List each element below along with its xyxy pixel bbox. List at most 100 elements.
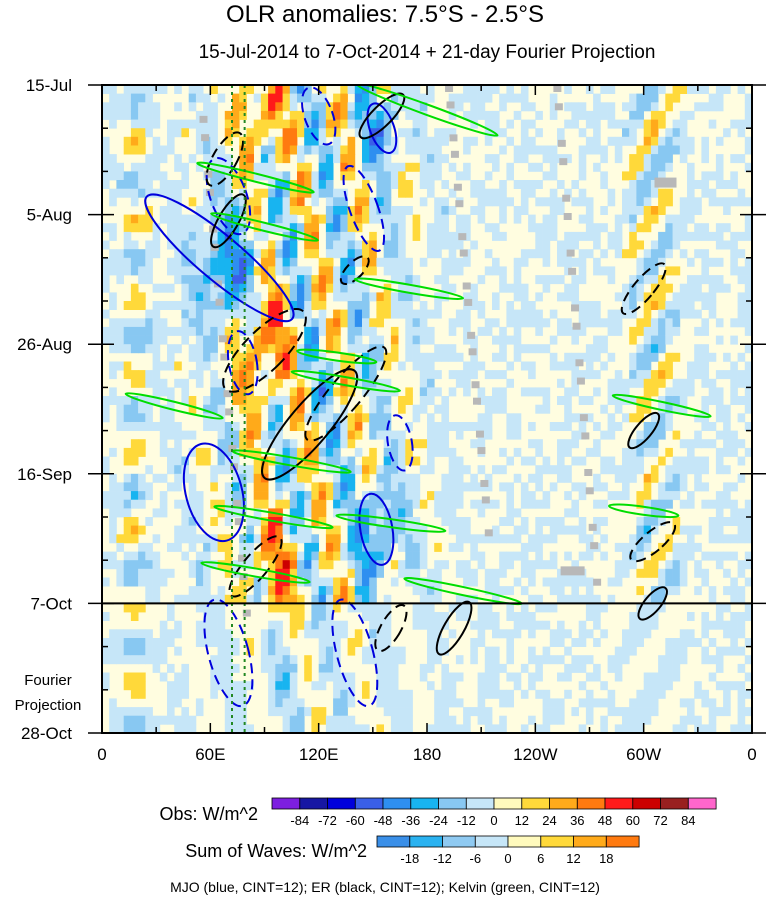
field-cell	[405, 724, 413, 733]
field-cell	[390, 344, 399, 354]
field-cell	[434, 508, 442, 518]
field-cell	[354, 335, 363, 345]
field-cell	[246, 292, 254, 302]
field-cell	[167, 266, 175, 276]
field-cell	[152, 231, 161, 241]
field-cell	[506, 309, 514, 319]
field-cell	[614, 724, 623, 733]
field-cell	[318, 283, 327, 293]
field-cell	[130, 283, 139, 293]
field-cell	[282, 707, 291, 717]
field-cell	[376, 525, 384, 535]
field-cell	[311, 335, 319, 345]
field-cell	[123, 257, 132, 267]
field-cell	[535, 223, 543, 233]
missing-data-cell	[571, 304, 580, 312]
field-cell	[578, 231, 587, 241]
field-cell	[362, 465, 370, 475]
field-cell	[636, 551, 644, 561]
field-cell	[347, 335, 356, 345]
field-cell	[123, 249, 132, 259]
field-cell	[253, 465, 262, 475]
field-cell	[325, 162, 334, 172]
field-cell	[629, 352, 637, 362]
field-cell	[217, 456, 226, 466]
field-cell	[744, 638, 752, 647]
field-cell	[318, 214, 327, 224]
field-cell	[484, 586, 493, 596]
field-cell	[622, 724, 630, 733]
missing-data-cell	[446, 101, 455, 109]
field-cell	[593, 309, 601, 319]
field-cell	[282, 499, 291, 509]
field-cell	[730, 378, 738, 388]
field-cell	[304, 542, 312, 552]
field-cell	[275, 301, 283, 310]
field-cell	[297, 231, 305, 241]
colorbar-swatch	[327, 797, 356, 810]
field-cell	[470, 422, 478, 431]
missing-data-cell	[225, 408, 234, 416]
field-cell	[441, 197, 449, 207]
field-cell	[405, 508, 413, 518]
field-cell	[390, 663, 399, 673]
field-cell	[311, 568, 319, 578]
field-cell	[585, 715, 594, 725]
field-cell	[390, 136, 399, 146]
field-cell	[513, 413, 522, 423]
field-cell	[484, 715, 493, 725]
field-cell	[174, 698, 182, 708]
field-cell	[260, 586, 269, 596]
field-cell	[398, 491, 406, 501]
field-cell	[434, 249, 442, 259]
field-cell	[694, 560, 702, 570]
field-cell	[636, 698, 644, 708]
field-cell	[679, 110, 688, 120]
field-cell	[109, 102, 117, 112]
field-cell	[203, 301, 211, 310]
field-cell	[441, 396, 449, 405]
field-cell	[564, 154, 572, 164]
field-cell	[434, 352, 442, 362]
field-cell	[679, 387, 688, 397]
field-cell	[152, 594, 161, 604]
field-cell	[679, 292, 688, 302]
field-cell	[672, 404, 681, 414]
field-cell	[268, 197, 276, 207]
field-cell	[123, 370, 132, 380]
field-cell	[593, 473, 601, 483]
field-cell	[253, 171, 262, 181]
field-cell	[268, 266, 276, 276]
field-cell	[564, 396, 572, 405]
field-cell	[484, 499, 493, 509]
field-cell	[542, 344, 551, 354]
field-cell	[340, 499, 348, 509]
colorbar-swatch	[660, 797, 689, 810]
field-cell	[636, 491, 644, 501]
field-cell	[145, 85, 153, 94]
field-cell	[224, 309, 233, 319]
field-cell	[347, 482, 356, 492]
field-cell	[434, 655, 442, 665]
field-cell	[239, 396, 247, 405]
field-cell	[195, 344, 204, 354]
field-cell	[650, 439, 659, 449]
field-cell	[325, 594, 334, 604]
field-cell	[102, 162, 110, 172]
field-cell	[369, 197, 377, 207]
field-cell	[744, 275, 752, 285]
field-cell	[311, 370, 319, 380]
field-cell	[210, 197, 218, 207]
field-cell	[260, 551, 269, 561]
field-cell	[246, 551, 254, 561]
field-cell	[390, 482, 399, 492]
field-cell	[694, 473, 702, 483]
field-cell	[239, 482, 247, 492]
field-cell	[650, 171, 659, 181]
field-cell	[730, 499, 738, 509]
field-cell	[441, 266, 449, 276]
field-cell	[275, 560, 283, 570]
field-cell	[629, 396, 637, 405]
field-cell	[506, 672, 514, 682]
field-cell	[744, 422, 752, 431]
